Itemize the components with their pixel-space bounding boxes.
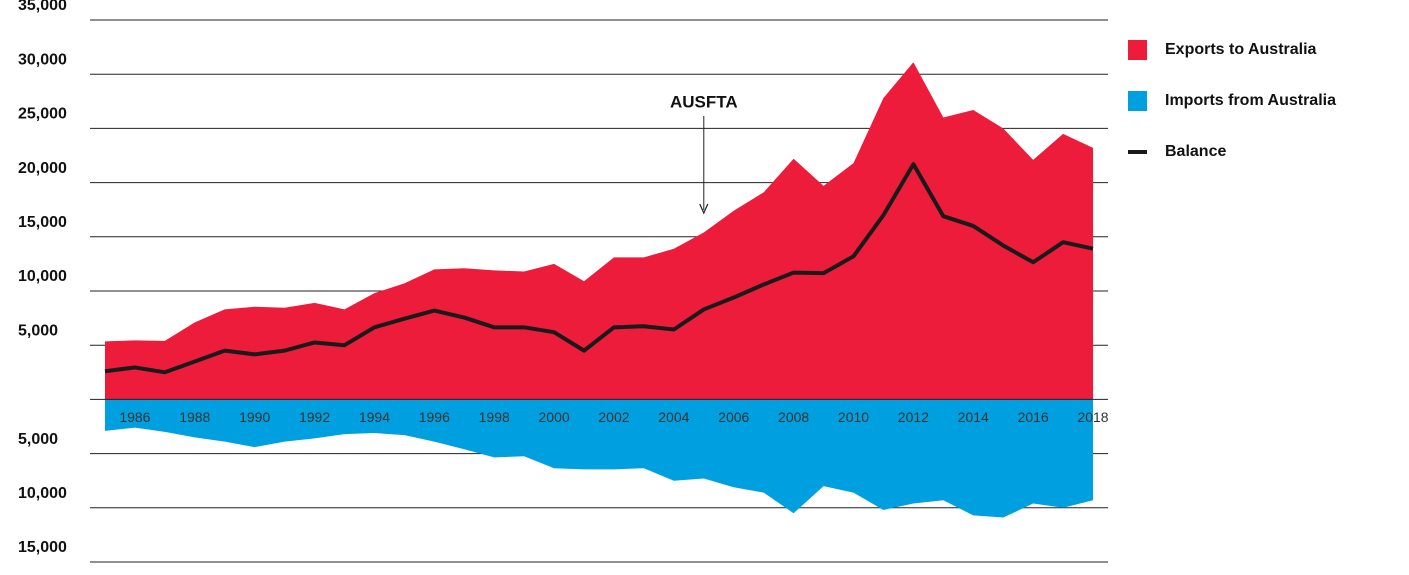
y-tick-label: 15,000 (18, 539, 67, 556)
line (104, 162, 1094, 375)
y-tick-label: 25,000 (18, 106, 67, 123)
y-tick-label: 10,000 (18, 268, 67, 285)
x-tick-label: 2000 (539, 409, 570, 425)
x-tick-label: 2010 (838, 409, 869, 425)
legend-swatch (1128, 40, 1147, 60)
x-tick-label: 1990 (239, 409, 270, 425)
y-tick-label: 5,000 (18, 322, 58, 339)
annotation-label: AUSFTA (670, 92, 738, 111)
x-tick-label: 1992 (299, 409, 330, 425)
x-tick-label: 1988 (179, 409, 210, 425)
y-tick-label: 10,000 (18, 485, 67, 502)
area (104, 399, 1094, 518)
x-tick-label: 1994 (359, 409, 390, 425)
x-tick-label: 1998 (479, 409, 510, 425)
x-tick-label: 2014 (958, 409, 989, 425)
y-tick-label: 15,000 (18, 214, 67, 231)
area (104, 62, 1094, 400)
x-tick-label: 2008 (778, 409, 809, 425)
legend-swatch (1128, 150, 1147, 154)
x-tick-label: 2012 (898, 409, 929, 425)
y-tick-label: 30,000 (18, 51, 67, 68)
x-tick-label: 2004 (658, 409, 689, 425)
arrow-head (699, 203, 709, 215)
x-tick-label: 1996 (419, 409, 450, 425)
y-tick-label: 35,000 (18, 0, 67, 14)
legend-label: Exports to Australia (1165, 41, 1317, 58)
y-tick-label: 20,000 (18, 160, 67, 177)
legend-label: Imports from Australia (1165, 92, 1336, 109)
x-tick-label: 1986 (119, 409, 150, 425)
legend-label: Balance (1165, 143, 1226, 160)
x-tick-label: 2016 (1018, 409, 1049, 425)
x-tick-label: 2018 (1077, 409, 1108, 425)
y-tick-label: 5,000 (18, 431, 58, 448)
x-tick-label: 2002 (598, 409, 629, 425)
legend-swatch (1128, 91, 1147, 111)
x-tick-label: 2006 (718, 409, 749, 425)
